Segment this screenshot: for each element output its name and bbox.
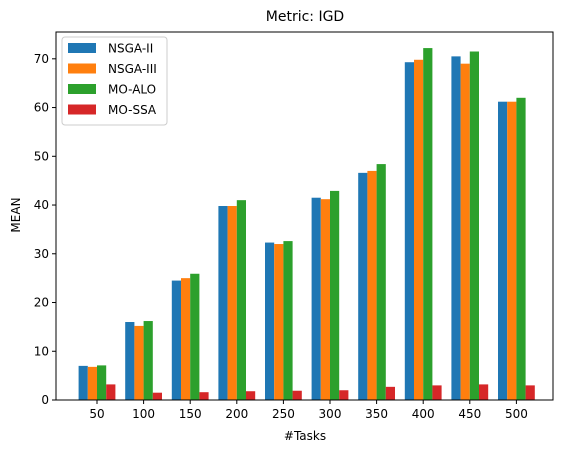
x-tick-label: 150	[179, 407, 202, 421]
legend-label-mo-alo: MO-ALO	[108, 83, 156, 97]
bar-nsga-ii-450	[451, 56, 460, 400]
legend-swatch-mo-alo	[68, 84, 96, 94]
y-tick-label: 0	[41, 393, 49, 407]
bar-nsga-ii-400	[405, 62, 414, 400]
x-tick-label: 350	[365, 407, 388, 421]
chart-title: Metric: IGD	[266, 9, 344, 25]
bar-nsga-iii-450	[461, 64, 470, 400]
x-tick-label: 500	[505, 407, 528, 421]
bar-mo-ssa-450	[479, 384, 488, 400]
y-tick-label: 10	[34, 344, 49, 358]
legend-swatch-mo-ssa	[68, 105, 96, 115]
y-tick-label: 30	[34, 247, 49, 261]
bar-mo-alo-400	[423, 48, 432, 400]
bar-mo-ssa-250	[293, 391, 302, 400]
y-tick-label: 50	[34, 149, 49, 163]
bar-nsga-iii-200	[228, 206, 237, 400]
y-tick-label: 60	[34, 101, 49, 115]
bar-mo-alo-200	[237, 200, 246, 400]
bar-nsga-iii-250	[274, 244, 283, 400]
bar-mo-ssa-400	[432, 385, 441, 400]
bar-nsga-ii-300	[312, 198, 321, 400]
bar-mo-alo-250	[283, 241, 292, 400]
legend-label-nsga-ii: NSGA-II	[108, 42, 153, 56]
legend-swatch-nsga-ii	[68, 43, 96, 53]
x-tick-label: 200	[225, 407, 248, 421]
bar-nsga-ii-100	[125, 322, 134, 400]
bar-nsga-iii-100	[134, 326, 143, 400]
x-tick-label: 450	[458, 407, 481, 421]
bar-mo-ssa-300	[339, 390, 348, 400]
y-axis-ticks: 0 10 20 30 40 50 60 70	[34, 52, 56, 407]
bar-nsga-iii-350	[367, 171, 376, 400]
bar-nsga-ii-350	[358, 173, 367, 400]
x-tick-label: 400	[412, 407, 435, 421]
bar-nsga-ii-50	[79, 366, 88, 400]
x-axis-label: #Tasks	[284, 429, 326, 443]
bar-mo-ssa-50	[106, 384, 115, 400]
bar-nsga-iii-500	[507, 102, 516, 400]
bar-mo-alo-150	[190, 274, 199, 400]
y-axis-label: MEAN	[9, 197, 23, 232]
y-tick-label: 40	[34, 198, 49, 212]
bar-mo-alo-50	[97, 365, 106, 400]
bar-mo-ssa-500	[526, 385, 535, 400]
x-tick-label: 250	[272, 407, 295, 421]
x-axis-ticks: 50 100 150 200 250 300 350 400 450 500	[89, 400, 527, 421]
bar-nsga-ii-250	[265, 243, 274, 400]
legend-label-mo-ssa: MO-SSA	[108, 103, 157, 117]
bar-nsga-ii-150	[172, 281, 181, 400]
y-tick-label: 70	[34, 52, 49, 66]
bar-mo-ssa-150	[199, 392, 208, 400]
bar-nsga-iii-150	[181, 278, 190, 400]
x-tick-label: 300	[319, 407, 342, 421]
bar-mo-alo-100	[144, 321, 153, 400]
y-tick-label: 20	[34, 296, 49, 310]
bar-mo-alo-350	[377, 164, 386, 400]
legend: NSGA-II NSGA-III MO-ALO MO-SSA	[62, 37, 167, 125]
legend-label-nsga-iii: NSGA-III	[108, 62, 157, 76]
bar-nsga-iii-300	[321, 199, 330, 400]
bar-nsga-ii-200	[218, 206, 227, 400]
bar-mo-alo-450	[470, 52, 479, 401]
legend-swatch-nsga-iii	[68, 64, 96, 74]
bar-mo-ssa-350	[386, 387, 395, 400]
bar-nsga-iii-50	[88, 367, 97, 400]
bar-nsga-iii-400	[414, 60, 423, 400]
x-tick-label: 100	[132, 407, 155, 421]
bar-mo-ssa-200	[246, 391, 255, 400]
bar-mo-ssa-100	[153, 393, 162, 400]
bar-mo-alo-500	[516, 98, 525, 400]
bar-mo-alo-300	[330, 191, 339, 400]
x-tick-label: 50	[89, 407, 104, 421]
bar-nsga-ii-500	[498, 102, 507, 400]
